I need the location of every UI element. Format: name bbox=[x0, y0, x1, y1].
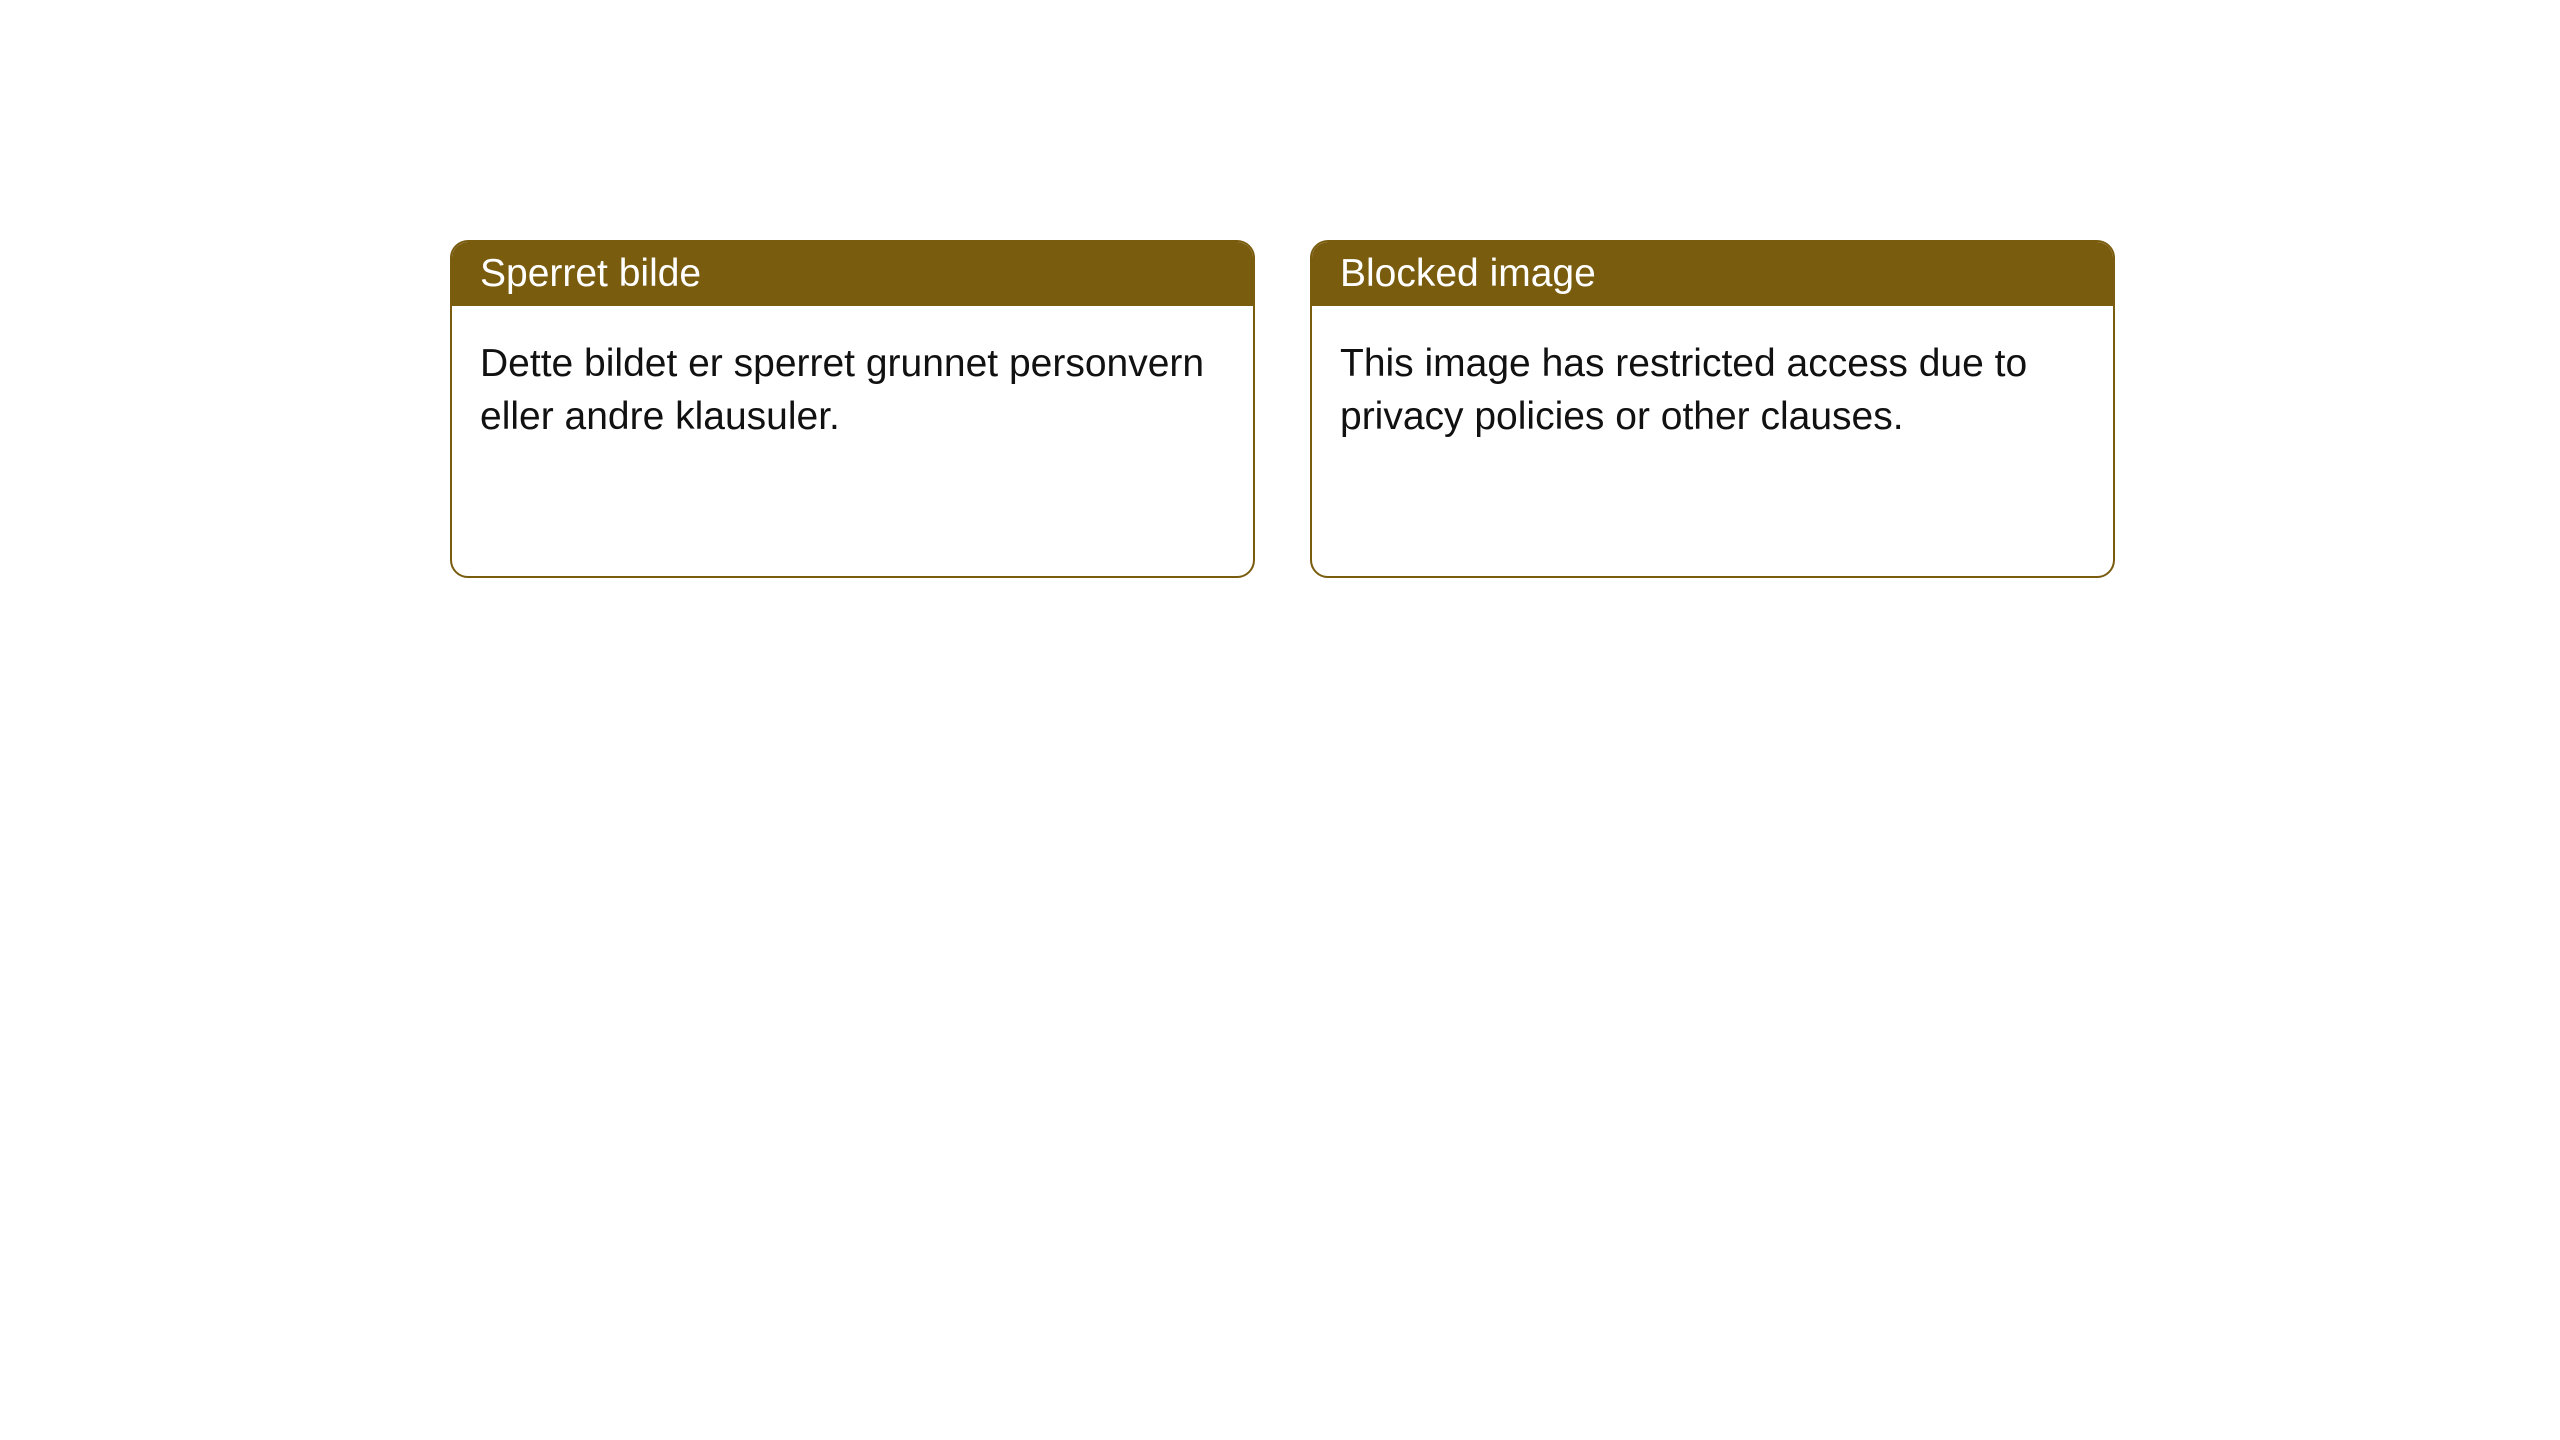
notice-container: Sperret bilde Dette bildet er sperret gr… bbox=[0, 0, 2560, 578]
notice-body-no: Dette bildet er sperret grunnet personve… bbox=[452, 306, 1253, 576]
notice-card-no: Sperret bilde Dette bildet er sperret gr… bbox=[450, 240, 1255, 578]
notice-card-en: Blocked image This image has restricted … bbox=[1310, 240, 2115, 578]
notice-title-en: Blocked image bbox=[1312, 242, 2113, 306]
notice-title-no: Sperret bilde bbox=[452, 242, 1253, 306]
notice-body-en: This image has restricted access due to … bbox=[1312, 306, 2113, 576]
